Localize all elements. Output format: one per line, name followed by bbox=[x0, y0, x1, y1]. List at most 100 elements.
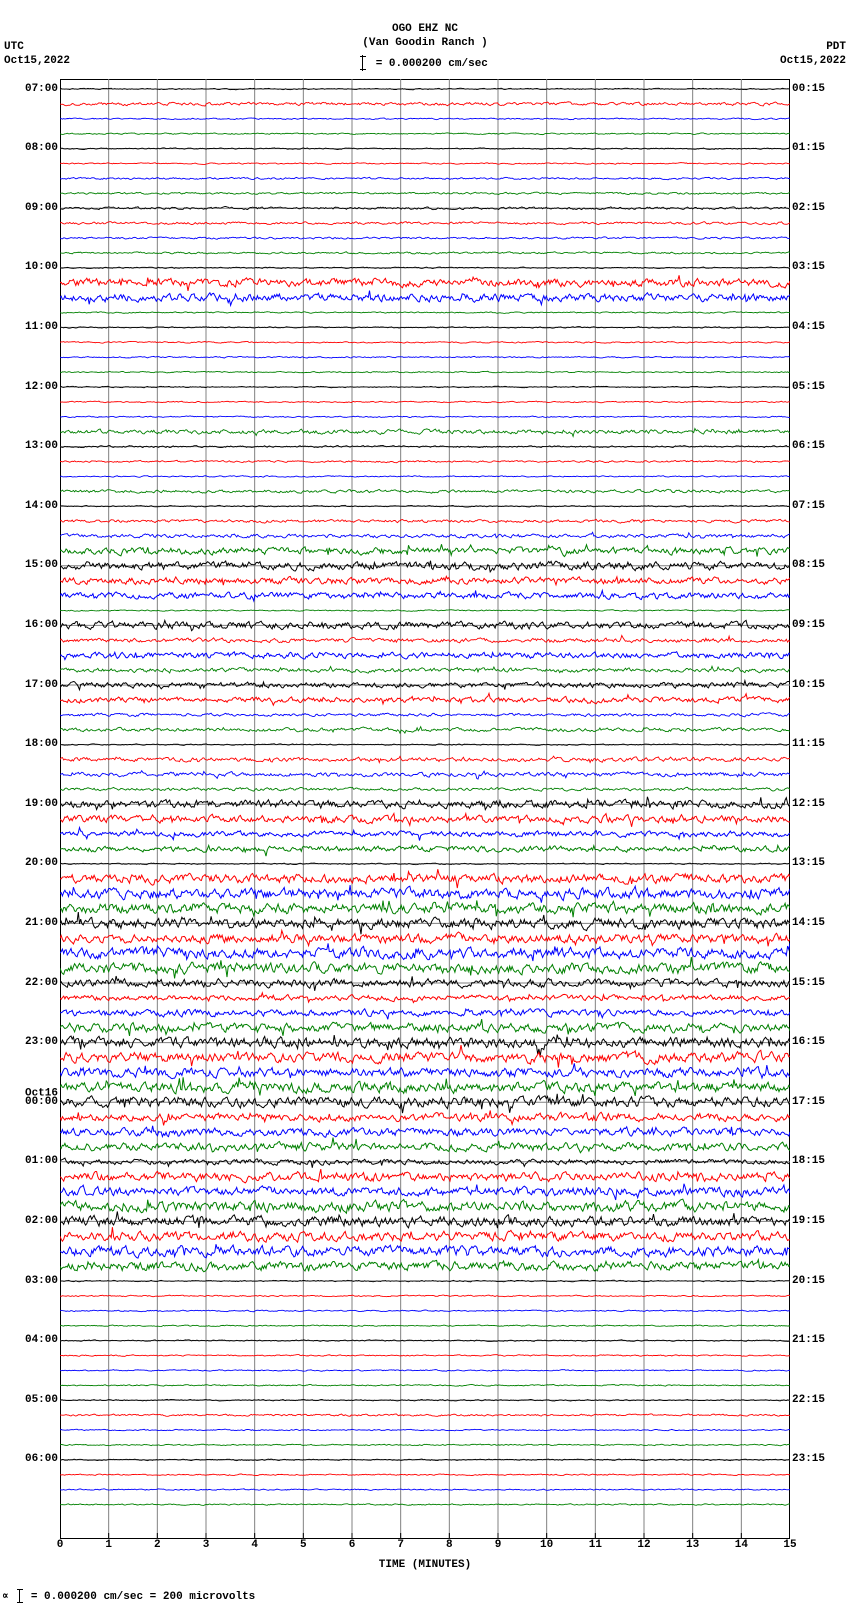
left-time-label: 05:00 bbox=[16, 1394, 58, 1406]
right-time-label: 22:15 bbox=[792, 1394, 834, 1406]
trace-row bbox=[60, 1444, 790, 1446]
trace-row bbox=[60, 1339, 790, 1341]
trace-row bbox=[60, 712, 790, 716]
station-name: (Van Goodin Ranch ) bbox=[0, 36, 850, 50]
trace-row bbox=[60, 177, 790, 180]
trace-row bbox=[60, 1259, 790, 1271]
trace-row bbox=[60, 489, 790, 493]
right-time-label: 09:15 bbox=[792, 619, 834, 631]
scale-bar-icon bbox=[362, 55, 363, 71]
trace-row bbox=[60, 1019, 790, 1036]
trace-row bbox=[60, 1503, 790, 1505]
left-time-label: 03:00 bbox=[16, 1275, 58, 1287]
left-time-label: 16:00 bbox=[16, 619, 58, 631]
trace-row bbox=[60, 147, 790, 149]
scale-label: = 0.000200 cm/sec bbox=[376, 58, 488, 70]
trace-row bbox=[60, 1034, 790, 1055]
left-date-marker: Oct16 bbox=[14, 1087, 58, 1099]
trace-row bbox=[60, 356, 790, 358]
x-tick-label: 3 bbox=[203, 1539, 210, 1551]
left-time-label: 14:00 bbox=[16, 500, 58, 512]
left-time-label: 08:00 bbox=[16, 142, 58, 154]
left-time-label: 07:00 bbox=[16, 83, 58, 95]
trace-row bbox=[60, 827, 790, 840]
trace-row bbox=[60, 1369, 790, 1371]
station-code: OGO EHZ NC bbox=[0, 22, 850, 36]
x-axis-label: TIME (MINUTES) bbox=[0, 1559, 850, 1571]
right-time-label: 10:15 bbox=[792, 679, 834, 691]
trace-row bbox=[60, 475, 790, 477]
right-time-label: 13:15 bbox=[792, 857, 834, 869]
trace-row bbox=[60, 1125, 790, 1136]
trace-row bbox=[60, 943, 790, 961]
trace-row bbox=[60, 1324, 790, 1326]
trace-row bbox=[60, 544, 790, 556]
trace-row bbox=[60, 743, 790, 745]
x-tick-label: 6 bbox=[349, 1539, 356, 1551]
tz-right-block: PDT Oct15,2022 bbox=[780, 40, 846, 69]
trace-row bbox=[60, 1244, 790, 1258]
trace-row bbox=[60, 132, 790, 134]
trace-row bbox=[60, 845, 790, 856]
x-tick-label: 9 bbox=[495, 1539, 502, 1551]
trace-row bbox=[60, 756, 790, 762]
trace-row bbox=[60, 693, 790, 705]
trace-row bbox=[60, 770, 790, 778]
left-time-label: 22:00 bbox=[16, 977, 58, 989]
trace-row bbox=[60, 1488, 790, 1490]
left-time-axis: 07:0008:0009:0010:0011:0012:0013:0014:00… bbox=[16, 79, 58, 1539]
trace-row bbox=[60, 1413, 790, 1415]
trace-row bbox=[60, 386, 790, 388]
left-time-label: 15:00 bbox=[16, 559, 58, 571]
trace-row bbox=[60, 1384, 790, 1386]
left-time-label: 02:00 bbox=[16, 1215, 58, 1227]
right-time-label: 08:15 bbox=[792, 559, 834, 571]
left-time-label: 20:00 bbox=[16, 857, 58, 869]
trace-row bbox=[60, 609, 790, 611]
left-time-label: 11:00 bbox=[16, 321, 58, 333]
trace-row bbox=[60, 813, 790, 826]
x-axis-ticks: 0123456789101112131415 bbox=[60, 1539, 790, 1555]
right-time-label: 20:15 bbox=[792, 1275, 834, 1287]
trace-row bbox=[60, 1199, 790, 1213]
right-time-label: 17:15 bbox=[792, 1096, 834, 1108]
trace-row bbox=[60, 88, 790, 90]
trace-row bbox=[60, 236, 790, 238]
trace-row bbox=[60, 651, 790, 659]
right-time-label: 16:15 bbox=[792, 1036, 834, 1048]
trace-row bbox=[60, 1093, 790, 1112]
right-time-label: 18:15 bbox=[792, 1155, 834, 1167]
left-time-label: 06:00 bbox=[16, 1453, 58, 1465]
trace-row bbox=[60, 101, 790, 105]
trace-row bbox=[60, 1063, 790, 1078]
trace-row bbox=[60, 796, 790, 809]
x-tick-label: 7 bbox=[397, 1539, 404, 1551]
trace-row bbox=[60, 869, 790, 888]
tz-right: PDT bbox=[780, 40, 846, 54]
x-tick-label: 13 bbox=[686, 1539, 699, 1551]
right-time-label: 04:15 bbox=[792, 321, 834, 333]
trace-row bbox=[60, 1158, 790, 1168]
x-tick-label: 15 bbox=[783, 1539, 796, 1551]
trace-row bbox=[60, 532, 790, 538]
left-time-label: 13:00 bbox=[16, 440, 58, 452]
right-time-label: 19:15 bbox=[792, 1215, 834, 1227]
right-time-label: 05:15 bbox=[792, 381, 834, 393]
trace-row bbox=[60, 1211, 790, 1228]
trace-row bbox=[60, 1473, 790, 1475]
right-time-label: 03:15 bbox=[792, 261, 834, 273]
trace-row bbox=[60, 930, 790, 946]
trace-row bbox=[60, 341, 790, 343]
trace-row bbox=[60, 666, 790, 673]
right-time-label: 21:15 bbox=[792, 1334, 834, 1346]
trace-row bbox=[60, 1110, 790, 1125]
trace-row bbox=[60, 1045, 790, 1068]
trace-row bbox=[60, 1008, 790, 1019]
x-tick-label: 5 bbox=[300, 1539, 307, 1551]
footer-bar-icon bbox=[19, 1589, 20, 1603]
tz-left-block: UTC Oct15,2022 bbox=[4, 40, 70, 69]
x-tick-label: 1 bbox=[105, 1539, 112, 1551]
trace-row bbox=[60, 221, 790, 224]
date-right: Oct15,2022 bbox=[780, 54, 846, 68]
left-time-label: 01:00 bbox=[16, 1155, 58, 1167]
